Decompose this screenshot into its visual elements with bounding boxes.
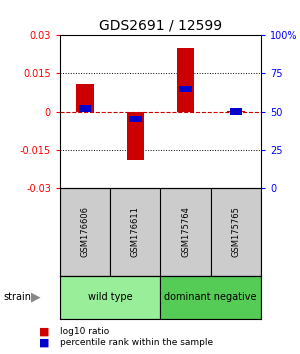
Text: ■: ■ — [39, 338, 50, 348]
Bar — [79, 105, 92, 112]
Bar — [179, 86, 192, 92]
Bar — [60, 188, 110, 276]
Bar — [211, 188, 261, 276]
Bar — [60, 276, 160, 319]
Text: dominant negative: dominant negative — [164, 292, 257, 302]
Text: ▶: ▶ — [31, 291, 41, 304]
Text: strain: strain — [3, 292, 31, 302]
Bar — [230, 108, 242, 115]
Text: log10 ratio: log10 ratio — [60, 327, 109, 336]
Text: GSM176611: GSM176611 — [131, 206, 140, 257]
Bar — [76, 84, 94, 112]
Text: ■: ■ — [39, 327, 50, 337]
Bar — [160, 276, 261, 319]
Bar — [127, 112, 144, 160]
Title: GDS2691 / 12599: GDS2691 / 12599 — [99, 19, 222, 33]
Text: GSM176606: GSM176606 — [81, 206, 90, 257]
Text: GSM175765: GSM175765 — [231, 206, 240, 257]
Bar — [177, 48, 194, 112]
Text: percentile rank within the sample: percentile rank within the sample — [60, 338, 213, 347]
Text: wild type: wild type — [88, 292, 133, 302]
Bar — [110, 188, 160, 276]
Bar — [129, 116, 142, 122]
Text: GSM175764: GSM175764 — [181, 206, 190, 257]
Bar — [227, 111, 245, 112]
Bar — [160, 188, 211, 276]
